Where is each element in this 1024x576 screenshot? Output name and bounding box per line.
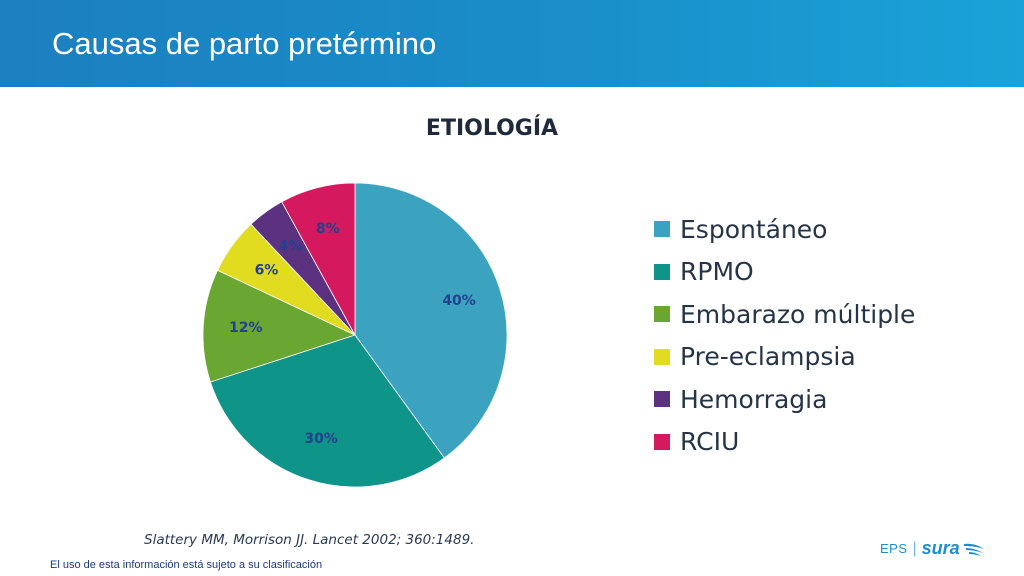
logo-sura-text: sura xyxy=(921,538,960,558)
legend-label: RPMO xyxy=(680,257,754,287)
chart-legend: Espontáneo RPMO Embarazo múltiple Pre-eclam… xyxy=(654,208,915,463)
legend-item-espontaneo: Espontáneo xyxy=(654,208,915,251)
legend-label: Hemorragia xyxy=(680,384,828,414)
legend-swatch xyxy=(654,433,670,450)
legend-label: RCIU xyxy=(680,427,740,457)
pie-slice-rpmo xyxy=(209,334,445,488)
legend-item-rciu: RCIU xyxy=(654,421,915,464)
legend-swatch xyxy=(654,348,670,365)
legend-swatch xyxy=(654,391,670,408)
logo-eps-text: EPS xyxy=(880,541,908,556)
slice-label-rpmo: 30% xyxy=(304,431,338,447)
pie-slice-rciu xyxy=(281,182,356,336)
footer-note: El uso de esta información está sujeto a… xyxy=(50,559,323,571)
legend-swatch xyxy=(654,306,670,323)
legend-swatch xyxy=(654,263,670,280)
slide-title: Causas de parto pretérmino xyxy=(52,26,437,61)
legend-item-pre-eclampsia: Pre-eclampsia xyxy=(654,336,915,379)
wing-logo-icon xyxy=(963,543,984,556)
legend-label: Pre-eclampsia xyxy=(680,342,856,372)
slice-label-pre-eclampsia: 6% xyxy=(255,263,279,279)
chart-title: ETIOLOGÍA xyxy=(425,116,559,141)
legend-label: Embarazo múltiple xyxy=(680,299,916,329)
legend-item-embarazo-multiple: Embarazo múltiple xyxy=(654,293,915,336)
legend-label: Espontáneo xyxy=(680,214,828,244)
slice-label-embarazo-multiple: 12% xyxy=(229,320,263,336)
logo-separator: | xyxy=(912,539,917,557)
slice-label-rciu: 8% xyxy=(316,221,340,237)
legend-swatch xyxy=(654,221,670,238)
citation: Slattery MM, Morrison JJ. Lancet 2002; 3… xyxy=(144,532,475,548)
pie-slice-embarazo-multiple xyxy=(202,269,357,383)
eps-sura-logo: EPS | sura xyxy=(880,538,985,559)
slice-label-espontaneo: 40% xyxy=(442,293,476,309)
header-bar: Causas de parto pretérmino xyxy=(0,0,1024,87)
legend-item-rpmo: RPMO xyxy=(654,251,915,294)
slice-label-hemorragia: 4% xyxy=(279,238,303,254)
legend-item-hemorragia: Hemorragia xyxy=(654,378,915,421)
pie-slice-espontaneo xyxy=(354,182,508,459)
